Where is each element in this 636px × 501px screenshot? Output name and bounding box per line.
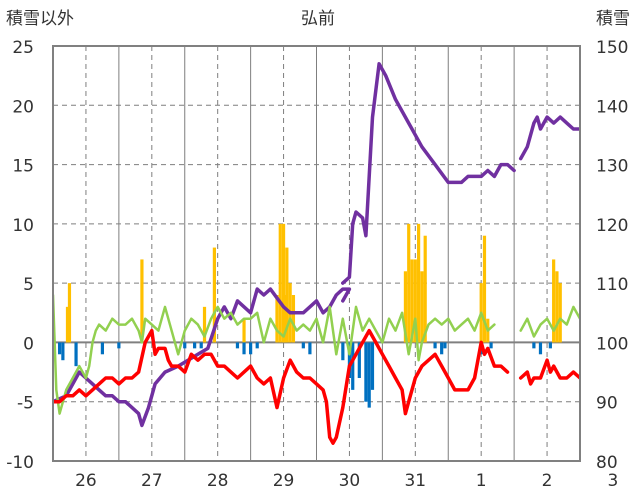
bar bbox=[440, 342, 444, 355]
bar bbox=[558, 283, 562, 343]
right-tick-label: 80 bbox=[596, 453, 618, 473]
bar bbox=[65, 306, 70, 343]
bar bbox=[420, 271, 424, 343]
series-line bbox=[53, 293, 496, 415]
bar bbox=[548, 342, 552, 349]
left-axis-label: 積雪以外 bbox=[6, 9, 74, 29]
bar bbox=[367, 342, 371, 408]
right-tick-label: 110 bbox=[596, 275, 628, 295]
bar bbox=[193, 342, 197, 349]
bar bbox=[140, 259, 144, 343]
bar bbox=[423, 235, 427, 343]
bar bbox=[242, 318, 246, 343]
bar bbox=[242, 342, 246, 355]
bar bbox=[410, 259, 414, 343]
bar bbox=[413, 259, 417, 343]
bar bbox=[235, 342, 240, 349]
x-tick-label: 28 bbox=[207, 471, 229, 491]
grid bbox=[53, 46, 580, 461]
series-layer bbox=[53, 62, 580, 445]
bar bbox=[61, 342, 65, 361]
bar bbox=[255, 342, 259, 349]
bar bbox=[364, 342, 368, 402]
bar bbox=[538, 342, 543, 355]
bar bbox=[291, 295, 296, 343]
bar bbox=[285, 247, 289, 343]
bar bbox=[199, 342, 203, 349]
series-line bbox=[519, 305, 580, 338]
bar bbox=[341, 342, 345, 361]
series-line bbox=[341, 62, 516, 285]
series-line bbox=[518, 115, 580, 161]
bar bbox=[202, 306, 207, 343]
bar bbox=[212, 247, 216, 343]
x-tick-label: 3 bbox=[608, 471, 619, 491]
right-axis-label: 積雪 bbox=[596, 9, 630, 29]
left-tick-label: 5 bbox=[23, 275, 34, 295]
bar bbox=[403, 271, 408, 343]
x-tick-label: 27 bbox=[141, 471, 163, 491]
bar bbox=[117, 342, 121, 349]
right-axis-ticks: 80 90 100 110 120 130 140 150 bbox=[596, 38, 628, 473]
left-tick-label: 15 bbox=[12, 157, 34, 177]
bar bbox=[74, 342, 78, 367]
right-tick-label: 120 bbox=[596, 216, 628, 236]
x-tick-label: 26 bbox=[75, 471, 97, 491]
series-line bbox=[518, 358, 580, 386]
right-tick-label: 150 bbox=[596, 38, 628, 58]
right-tick-label: 140 bbox=[596, 97, 628, 117]
bar bbox=[552, 259, 556, 343]
bar bbox=[275, 295, 279, 343]
bar bbox=[351, 342, 355, 390]
left-axis-ticks: -10 -5 0 5 10 15 20 25 bbox=[6, 38, 34, 473]
x-tick-label: 1 bbox=[476, 471, 487, 491]
bar bbox=[489, 342, 493, 349]
right-tick-label: 130 bbox=[596, 157, 628, 177]
right-tick-label: 90 bbox=[596, 394, 618, 414]
bar bbox=[347, 342, 352, 378]
bar bbox=[357, 342, 361, 378]
bar bbox=[183, 342, 187, 349]
chart-title: 弘前 bbox=[301, 9, 335, 29]
plot-frame bbox=[52, 45, 581, 462]
series-group bbox=[53, 62, 580, 445]
x-tick-label: 30 bbox=[339, 471, 361, 491]
bar bbox=[443, 342, 447, 349]
bar bbox=[57, 342, 62, 355]
bar bbox=[433, 342, 437, 349]
bar bbox=[283, 295, 287, 343]
series-line bbox=[53, 287, 352, 428]
bar bbox=[249, 342, 253, 355]
series-line bbox=[53, 328, 510, 445]
left-tick-label: 20 bbox=[12, 97, 34, 117]
bar bbox=[407, 223, 411, 343]
x-tick-label: 29 bbox=[273, 471, 295, 491]
bar bbox=[67, 283, 72, 343]
bar bbox=[532, 342, 536, 349]
x-tick-label: 31 bbox=[404, 471, 426, 491]
bar bbox=[555, 271, 559, 343]
bar bbox=[482, 235, 487, 343]
x-tick-label: 2 bbox=[542, 471, 553, 491]
right-tick-label: 100 bbox=[596, 334, 628, 354]
bar bbox=[417, 223, 421, 343]
left-tick-label: -5 bbox=[17, 394, 34, 414]
bar bbox=[370, 342, 375, 390]
left-tick-label: -10 bbox=[6, 453, 34, 473]
left-tick-label: 10 bbox=[12, 216, 34, 236]
bar bbox=[308, 342, 312, 355]
bar bbox=[281, 223, 286, 343]
bar bbox=[100, 342, 105, 355]
x-axis-ticks: 2627282930311234 bbox=[75, 471, 619, 491]
bar bbox=[278, 223, 282, 343]
left-tick-label: 0 bbox=[23, 334, 34, 354]
bar bbox=[301, 342, 305, 349]
left-tick-label: 25 bbox=[12, 38, 34, 58]
